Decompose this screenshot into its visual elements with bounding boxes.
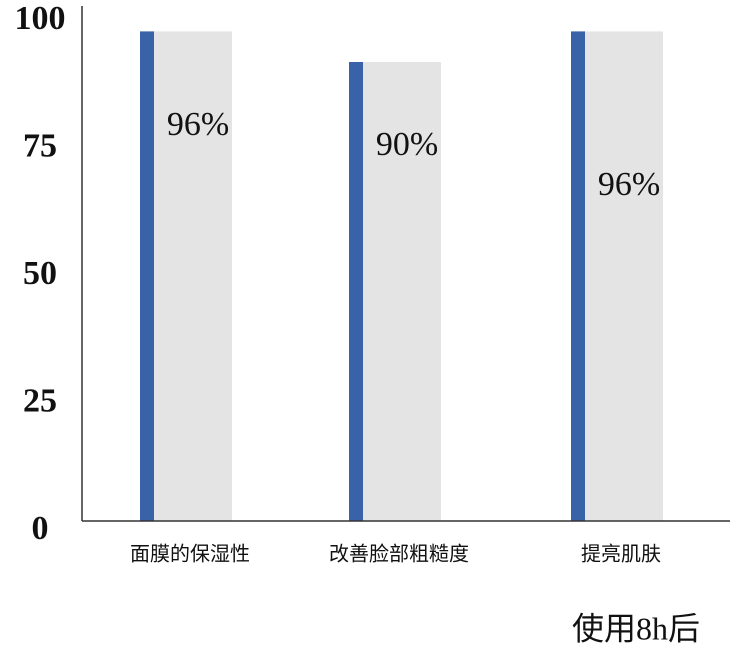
bar-background <box>584 31 663 522</box>
y-tick-label: 50 <box>23 255 57 292</box>
x-tick-label: 提亮肌肤 <box>581 542 661 566</box>
bar-background <box>362 62 441 521</box>
y-tick-label: 0 <box>32 510 49 547</box>
bar <box>571 31 585 522</box>
value-label: 96% <box>167 106 229 143</box>
x-tick-label: 改善脸部粗糙度 <box>329 542 469 566</box>
value-label: 96% <box>598 166 660 203</box>
y-tick-label: 25 <box>23 382 57 419</box>
bar <box>349 62 363 521</box>
annotation: 使用8h后 <box>572 610 700 646</box>
y-tick-label: 75 <box>23 127 57 164</box>
bar <box>140 31 154 522</box>
value-label: 90% <box>376 126 438 163</box>
x-tick-label: 面膜的保湿性 <box>130 542 250 566</box>
y-tick-label: 100 <box>15 0 66 37</box>
bar-background <box>153 31 232 522</box>
